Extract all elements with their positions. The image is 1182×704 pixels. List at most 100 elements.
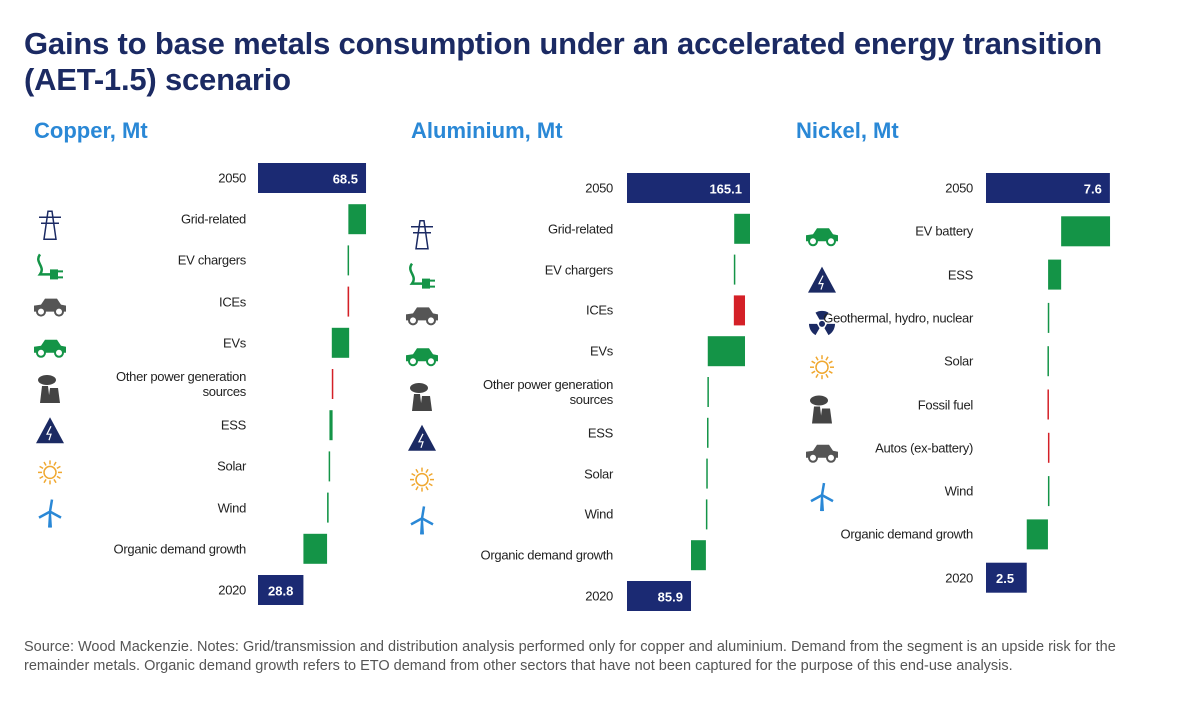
icon-shape xyxy=(828,370,833,374)
icon-shape xyxy=(43,461,47,466)
icon-shape xyxy=(39,475,44,480)
category-label: EV chargers xyxy=(177,252,247,268)
icon-shape xyxy=(38,499,62,519)
icon-ess xyxy=(36,417,64,444)
total-bar xyxy=(986,173,1110,203)
delta-bar xyxy=(690,540,706,571)
icon-shape xyxy=(425,486,429,491)
icon-shape xyxy=(54,347,64,358)
delta-bar xyxy=(303,533,328,564)
category-label: ESS xyxy=(587,425,613,441)
total-bar xyxy=(986,562,1027,593)
category-label: 2020 xyxy=(585,588,613,604)
icon-shape xyxy=(411,472,416,477)
icon-shape xyxy=(818,275,824,290)
chart-title: Nickel, Mt xyxy=(796,118,899,143)
delta-bar xyxy=(707,417,709,448)
icon-shape xyxy=(39,210,61,240)
total-bar xyxy=(627,173,750,203)
category-label: Geothermal, hydro, nuclear xyxy=(823,310,973,326)
icon-shape xyxy=(54,306,64,317)
chart-title: Aluminium, Mt xyxy=(411,118,563,143)
category-label: 2050 xyxy=(585,180,613,196)
icon-shape xyxy=(48,511,52,528)
icon-shape xyxy=(809,323,820,336)
icon-shape xyxy=(808,452,818,463)
icon-carGray xyxy=(406,307,438,326)
icon-carGreen xyxy=(406,348,438,367)
icon-shape xyxy=(425,468,429,474)
icon-wind xyxy=(38,499,62,528)
delta-bar xyxy=(706,458,708,489)
icon-shape xyxy=(415,486,419,491)
icon-shape xyxy=(811,360,816,364)
icon-shape xyxy=(56,475,61,480)
icon-carGray xyxy=(806,444,838,463)
category-label: Autos (ex-battery) xyxy=(875,440,973,456)
icon-wind xyxy=(810,482,834,512)
category-label: Grid-related xyxy=(547,221,613,237)
category-label: Wind xyxy=(944,483,974,499)
icon-shape xyxy=(43,465,57,480)
category-label: Grid-related xyxy=(180,211,246,227)
value-label: 68.5 xyxy=(333,171,358,186)
delta-bar xyxy=(1047,346,1049,377)
value-label: 7.6 xyxy=(1084,181,1102,196)
icon-shape xyxy=(808,266,836,293)
icon-ess xyxy=(808,266,836,293)
category-label: EV battery xyxy=(915,223,973,239)
delta-bar xyxy=(705,499,708,530)
delta-bar xyxy=(1048,259,1062,290)
icon-shape xyxy=(825,356,829,361)
value-label: 2.5 xyxy=(996,571,1014,586)
icon-ess xyxy=(408,424,436,451)
icon-shape xyxy=(53,461,57,466)
icon-shape xyxy=(410,506,434,526)
category-label: Fossil fuel xyxy=(917,397,974,412)
icon-shape xyxy=(53,478,57,484)
icon-shape xyxy=(430,279,435,288)
icon-tower xyxy=(39,210,61,240)
icon-shape xyxy=(411,482,416,487)
icon-shape xyxy=(826,236,836,247)
icon-shape xyxy=(815,360,829,374)
page-title: Gains to base metals consumption under a… xyxy=(24,26,1102,97)
icon-wind xyxy=(410,506,434,535)
icon-shape xyxy=(46,425,52,441)
icon-shape xyxy=(38,375,56,385)
delta-bar xyxy=(733,254,736,285)
icon-shape xyxy=(415,472,429,487)
icon-shape xyxy=(810,395,828,406)
icon-shape xyxy=(58,270,63,279)
delta-bar xyxy=(331,369,334,399)
category-label: ICEs xyxy=(219,294,246,310)
value-label: 85.9 xyxy=(658,589,683,604)
category-label: Wind xyxy=(217,500,247,516)
category-label: 2050 xyxy=(945,180,973,196)
icon-tower xyxy=(411,220,433,250)
icon-shape xyxy=(43,478,47,484)
icon-shape xyxy=(410,383,428,393)
total-bar xyxy=(258,163,367,193)
delta-bar xyxy=(1047,476,1050,507)
delta-bar xyxy=(328,451,331,482)
icon-shape xyxy=(37,253,50,276)
icon-shape xyxy=(819,320,825,327)
delta-bar xyxy=(734,213,750,244)
icon-plug xyxy=(37,253,63,280)
category-label: Organic demand growth xyxy=(480,547,614,563)
icon-shape xyxy=(825,373,829,378)
delta-bar xyxy=(347,245,350,276)
delta-bar xyxy=(327,492,329,523)
icon-shape xyxy=(808,236,818,247)
delta-bar xyxy=(347,286,350,317)
delta-bar xyxy=(1047,432,1050,463)
category-label: 2050 xyxy=(218,170,246,186)
delta-bar xyxy=(733,295,746,326)
icon-shape xyxy=(820,495,824,512)
delta-bar xyxy=(1047,302,1050,333)
total-bar xyxy=(258,575,304,605)
delta-bar xyxy=(707,336,746,367)
